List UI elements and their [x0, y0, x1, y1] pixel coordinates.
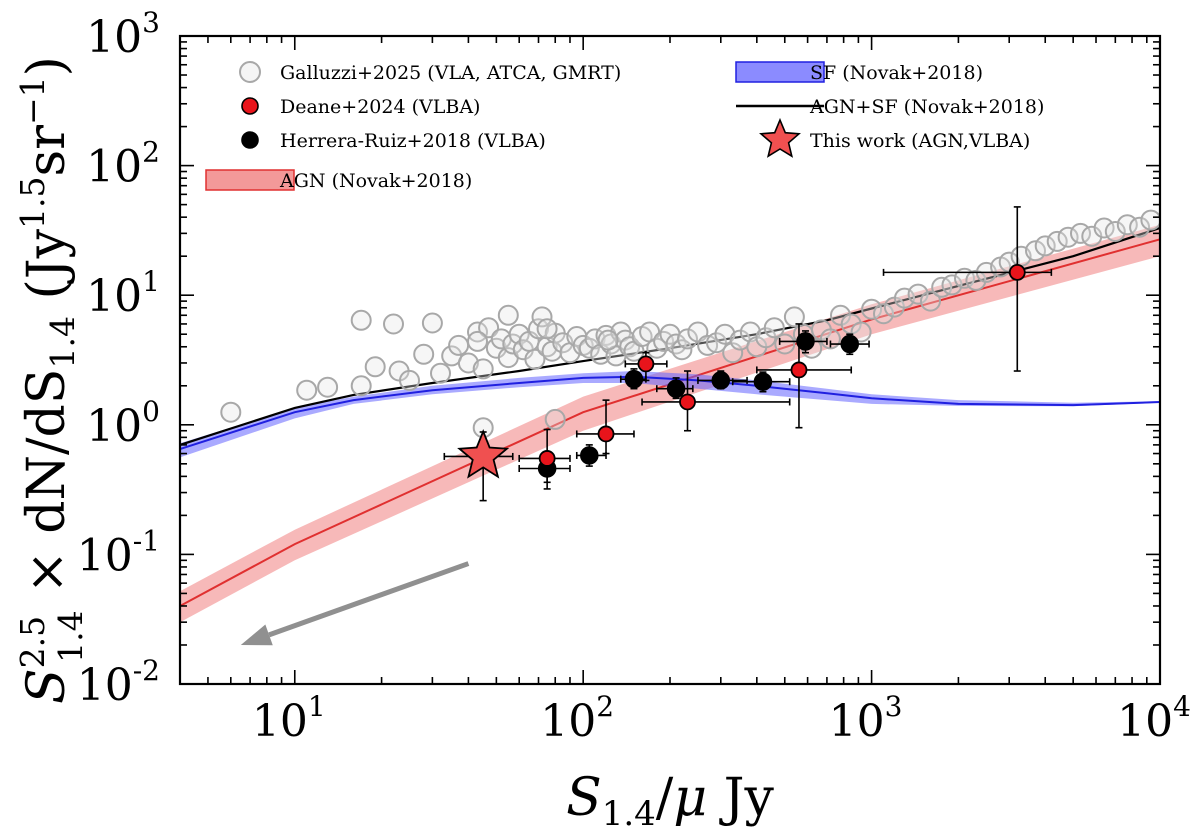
- galluzzi-point: [383, 313, 404, 335]
- sf-line: [180, 375, 1160, 450]
- galluzzi-point: [671, 339, 693, 361]
- galluzzi-point: [524, 348, 546, 370]
- galluzzi-point: [1025, 240, 1046, 262]
- legend-marker: [239, 61, 261, 83]
- herrera-ruiz-point: [666, 379, 686, 398]
- galluzzi-point: [722, 342, 744, 364]
- galluzzi-point: [907, 283, 929, 305]
- galluzzi-point: [350, 309, 372, 331]
- galluzzi-point: [1046, 230, 1068, 252]
- galluzzi-point: [531, 306, 553, 328]
- legend-label: Deane+2024 (VLBA): [280, 96, 480, 118]
- legend-entry: Deane+2024 (VLBA): [241, 96, 480, 118]
- galluzzi-point: [850, 321, 872, 343]
- deane-point: [597, 425, 615, 443]
- galluzzi-point: [714, 323, 736, 345]
- galluzzi-point: [597, 329, 619, 351]
- legend-entry: This work (AGN,VLBA): [759, 117, 1030, 158]
- legend-marker: [735, 61, 825, 83]
- galluzzi-point: [399, 369, 420, 391]
- y-tick-label: 10-2: [77, 654, 160, 711]
- legend-label: AGN+SF (Novak+2018): [809, 96, 1044, 118]
- galluzzi-point: [965, 269, 987, 291]
- galluzzi-point: [536, 318, 558, 340]
- galluzzi-point: [1129, 216, 1151, 238]
- deane-point: [790, 361, 808, 379]
- legend-entry: Galluzzi+2025 (VLA, ATCA, GMRT): [239, 61, 621, 84]
- sf-band: [180, 371, 1160, 458]
- legend-label: This work (AGN,VLBA): [810, 130, 1030, 152]
- x-tick-label: 101: [252, 690, 326, 747]
- agn-band: [180, 224, 1160, 623]
- this-work-star: [457, 428, 510, 479]
- legend-marker: [241, 97, 259, 115]
- galluzzi-point: [861, 298, 883, 320]
- galluzzi-point: [448, 334, 470, 356]
- legend-label: SF (Novak+2018): [810, 62, 983, 84]
- deane-point: [1008, 263, 1026, 281]
- legend-entry: SF (Novak+2018): [735, 61, 983, 84]
- galluzzi-point: [430, 362, 451, 384]
- galluzzi-point: [665, 333, 687, 355]
- galluzzi-point: [1104, 221, 1126, 242]
- legend-marker: [205, 169, 295, 191]
- herrera-ruiz-point: [580, 446, 599, 465]
- galluzzi-point: [941, 274, 963, 296]
- galluzzi-point: [350, 375, 372, 397]
- galluzzi-point: [783, 306, 805, 328]
- galluzzi-point: [1034, 235, 1056, 257]
- legend-entry: AGN (Novak+2018): [205, 169, 472, 192]
- x-axis-label: S1.4/μ Jy: [566, 768, 774, 834]
- deane-point: [637, 355, 655, 373]
- arrow-head: [240, 624, 273, 646]
- legend-label: Galluzzi+2025 (VLA, ATCA, GMRT): [280, 62, 621, 84]
- deane-point: [538, 450, 556, 467]
- galluzzi-point: [774, 333, 796, 355]
- galluzzi-point: [1140, 209, 1160, 231]
- x-tick-label: 104: [1117, 690, 1191, 747]
- galluzzi-point: [467, 330, 488, 352]
- herrera-ruiz-point: [753, 372, 773, 391]
- y-tick-label: 103: [86, 6, 160, 63]
- galluzzi-point: [472, 358, 494, 380]
- y-tick-label: 100: [86, 395, 160, 452]
- galluzzi-point: [920, 290, 941, 312]
- galluzzi-point: [677, 328, 698, 350]
- x-tick-label: 102: [540, 690, 614, 747]
- legend-label: Herrera-Ruiz+2018 (VLBA): [280, 130, 546, 152]
- arrow-shaft: [268, 561, 470, 638]
- herrera-ruiz-point: [796, 332, 815, 351]
- herrera-ruiz-point: [711, 371, 731, 390]
- x-tick-label: 103: [829, 690, 903, 747]
- legend-marker: [241, 131, 259, 149]
- galluzzi-point: [364, 356, 386, 378]
- legend-entry: AGN+SF (Novak+2018): [736, 96, 1044, 118]
- galluzzi-point: [873, 303, 894, 325]
- y-tick-label: 101: [86, 265, 160, 322]
- galluzzi-point: [497, 304, 519, 326]
- herrera-ruiz-point: [624, 369, 644, 389]
- galluzzi-point: [544, 408, 566, 430]
- deane-point: [679, 393, 696, 411]
- y-tick-label: 102: [86, 136, 160, 193]
- galluzzi-point: [317, 376, 339, 398]
- galluzzi-point: [296, 379, 318, 401]
- y-tick-label: 10-1: [77, 524, 160, 581]
- legend-marker: [759, 117, 801, 158]
- legend-label: AGN (Novak+2018): [279, 170, 472, 192]
- galluzzi-point: [413, 343, 435, 365]
- legend-entry: Herrera-Ruiz+2018 (VLBA): [241, 130, 546, 152]
- herrera-ruiz-point: [840, 334, 860, 354]
- y-axis-label: S2.51.4 × dN/dS1.4 (Jy1.5sr−1): [13, 56, 90, 704]
- galluzzi-point: [220, 401, 242, 423]
- galluzzi-point: [421, 312, 443, 334]
- agn-line: [180, 238, 1160, 607]
- galluzzi-point: [1057, 226, 1079, 248]
- galluzzi-point: [763, 317, 785, 339]
